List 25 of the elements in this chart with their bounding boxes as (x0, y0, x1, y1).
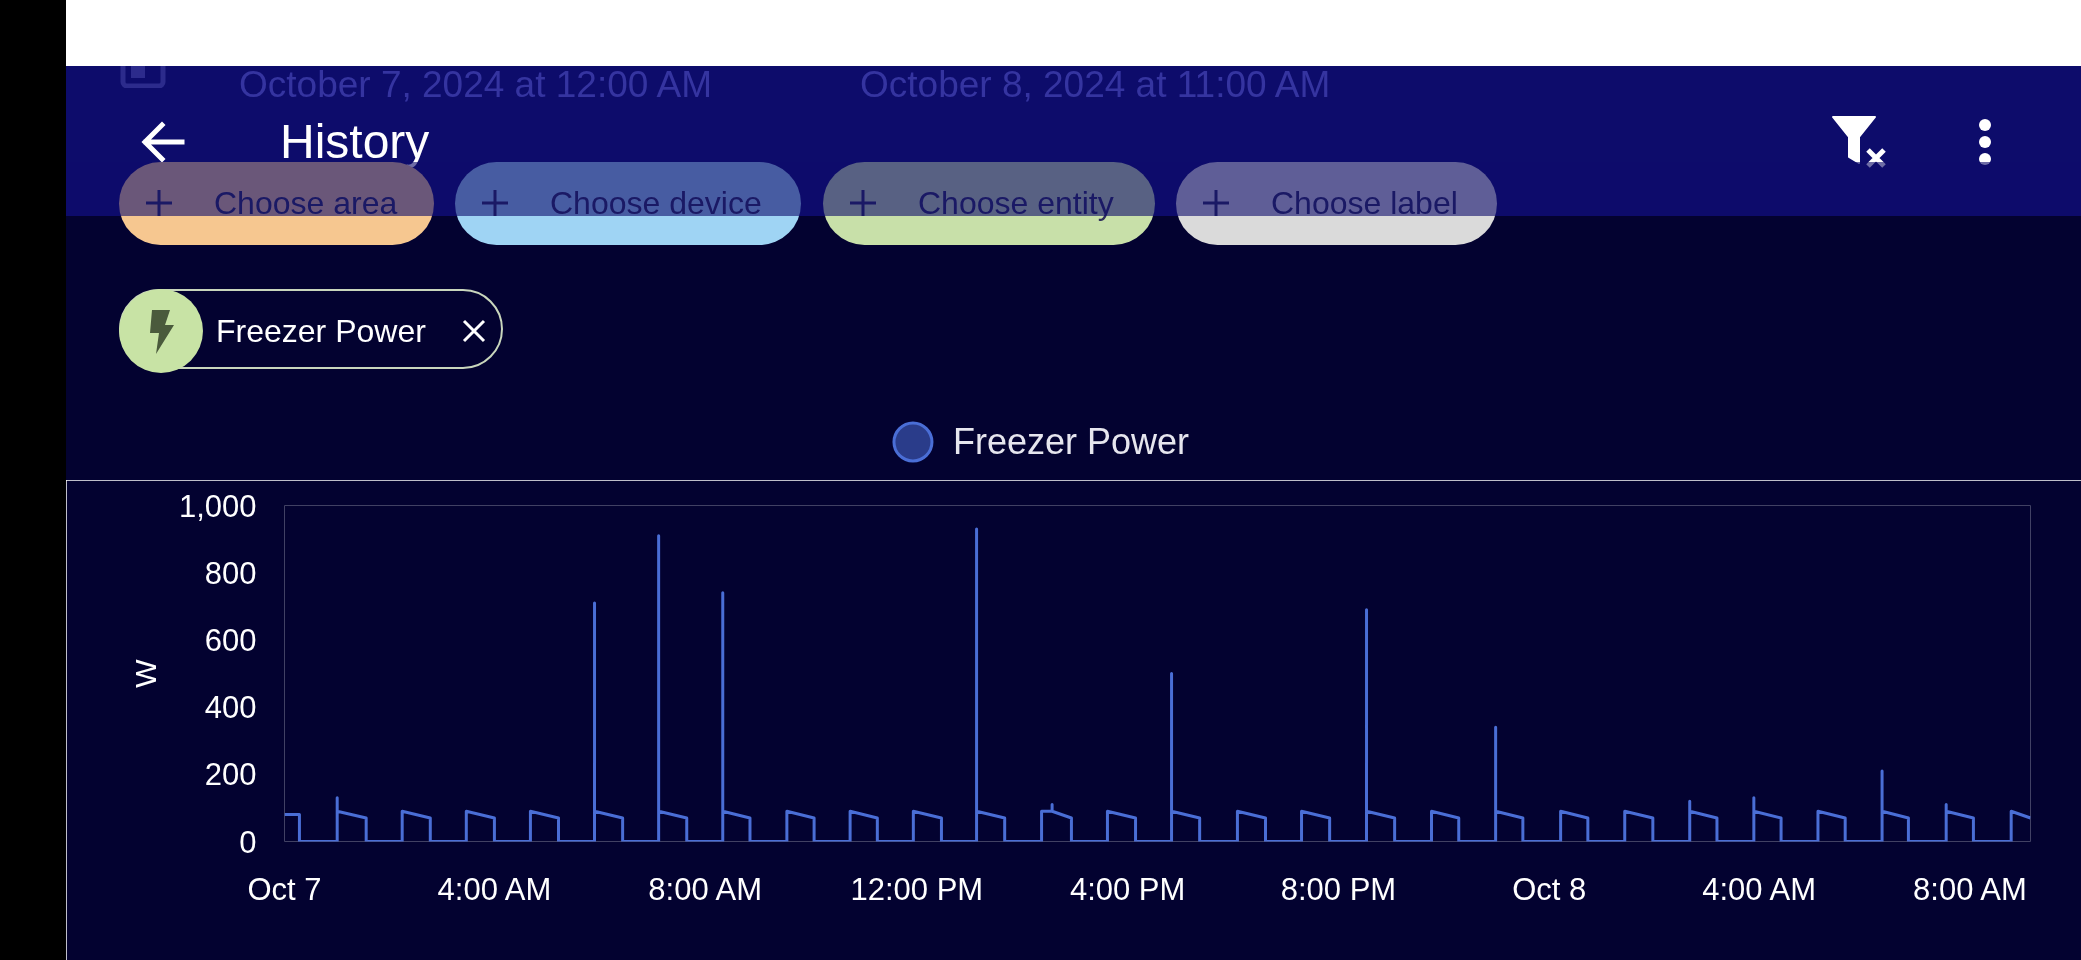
y-tick-label: 400 (204, 690, 257, 726)
text: Freezer Power (216, 312, 426, 350)
y-tick-label: 1,000 (178, 488, 257, 524)
y-tick-label: 600 (204, 622, 257, 658)
y-axis-title: W (128, 658, 162, 688)
legend: Freezer Power (876, 420, 1204, 470)
text: Choose device (550, 184, 762, 222)
x-tick-label: 4:00 AM (1702, 871, 1817, 907)
x-tick-label: 8:00 PM (1280, 871, 1397, 907)
chart-title: History (280, 114, 430, 170)
x-tick-label: 4:00 AM (437, 871, 552, 907)
legend-label: Freezer Power (952, 420, 1190, 464)
text: Choose area (214, 184, 398, 222)
x-tick-label: 12:00 PM (850, 871, 984, 907)
text: Choose entity (918, 184, 1114, 222)
x-tick-label: 4:00 PM (1069, 871, 1186, 907)
x-tick-label: Oct 8 (1512, 871, 1587, 907)
y-tick-label: 200 (204, 757, 257, 793)
x-tick-label: 8:00 AM (648, 871, 763, 907)
y-tick-label: 800 (204, 555, 257, 591)
y-tick-label: 0 (239, 824, 257, 860)
text: Choose label (1271, 184, 1458, 222)
x-tick-label: 8:00 AM (1913, 871, 2027, 907)
x-tick-label: Oct 7 (247, 871, 322, 907)
line-series (284, 527, 2031, 842)
